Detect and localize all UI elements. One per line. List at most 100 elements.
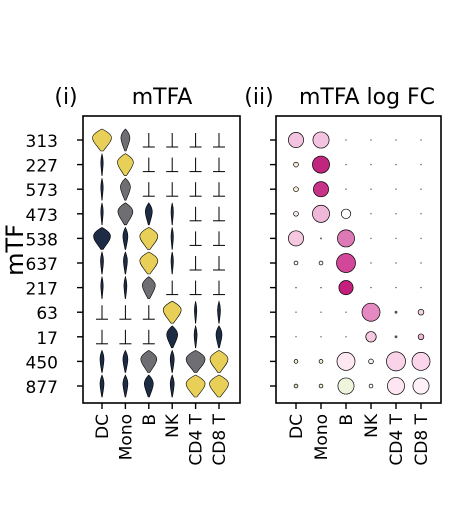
violin-mark <box>189 280 202 296</box>
dot-mark <box>361 302 381 322</box>
violin-plot-area <box>92 128 229 398</box>
dot-mark <box>412 377 430 395</box>
dot-mark <box>395 163 397 166</box>
panel-i-col-label-nk: NK <box>163 413 183 438</box>
violin-mark <box>122 349 129 373</box>
panel-ii-frame <box>275 115 442 404</box>
row-label-573: 573 <box>26 181 58 201</box>
dot-mark <box>420 163 422 166</box>
violin-mark <box>213 256 225 271</box>
violin-mark <box>194 301 198 324</box>
dot-mark <box>370 139 372 141</box>
dot-mark <box>420 188 422 190</box>
row-label-217: 217 <box>26 280 58 300</box>
dot-mark <box>337 229 355 248</box>
dot-mark <box>340 208 352 219</box>
violin-mark <box>213 157 225 173</box>
violin-mark <box>122 226 129 250</box>
violin-mark <box>100 202 104 226</box>
violin-mark <box>169 374 175 398</box>
dot-mark <box>336 253 356 273</box>
violin-mark <box>123 275 128 299</box>
violin-mark <box>213 206 225 222</box>
violin-mark <box>189 206 202 222</box>
violin-mark <box>139 227 159 250</box>
dot-mark <box>320 336 322 338</box>
violin-mark <box>166 325 179 349</box>
panel-i-col-label-mono: Mono <box>116 414 136 460</box>
dot-mark <box>420 237 422 240</box>
violin-mark <box>117 153 134 176</box>
violin-mark <box>142 182 155 197</box>
violin-mark <box>170 227 174 250</box>
violin-mark <box>189 157 202 173</box>
violin-mark <box>117 202 134 226</box>
y-axis-label: mTF <box>1 224 29 276</box>
violin-mark <box>100 276 104 299</box>
dot-mark <box>320 286 322 289</box>
violin-mark <box>215 325 223 349</box>
panel-ii-col-label-cd8-t: CD8 T <box>412 413 432 465</box>
violin-mark <box>100 178 104 201</box>
violin-mark <box>92 128 112 152</box>
violin-mark <box>185 374 206 398</box>
violin-mark <box>143 374 154 398</box>
dot-mark <box>320 237 322 240</box>
dot-mark <box>312 204 330 223</box>
dot-mark <box>295 311 297 313</box>
panel-i-col-label-cd8-t: CD8 T <box>210 413 230 465</box>
violin-mark <box>209 350 229 373</box>
dot-mark <box>337 377 355 395</box>
panel-i-title: mTFA <box>132 85 193 110</box>
violin-mark <box>142 157 155 173</box>
violin-mark <box>123 251 128 275</box>
dot-mark <box>320 311 322 313</box>
dot-mark <box>345 336 347 338</box>
violin-mark <box>96 329 108 345</box>
dot-mark <box>395 262 397 264</box>
violin-mark <box>166 182 179 197</box>
dot-mark <box>345 139 347 141</box>
violin-mark <box>170 202 174 226</box>
violin-mark <box>213 231 225 246</box>
dot-mark <box>370 188 372 190</box>
violin-mark <box>169 349 175 373</box>
dot-mark <box>370 286 372 289</box>
violin-mark <box>100 153 104 176</box>
dot-mark <box>312 131 330 149</box>
panel-ii-title: mTFA log FC <box>299 85 435 110</box>
violin-mark <box>120 177 131 201</box>
violin-mark <box>122 374 129 398</box>
dot-mark <box>417 333 425 340</box>
violin-mark <box>96 305 108 320</box>
violin-mark <box>213 182 225 197</box>
panel-i-frame <box>82 115 241 404</box>
violin-mark <box>189 231 202 246</box>
violin-mark <box>93 227 111 250</box>
dot-mark <box>370 213 372 215</box>
dot-mark <box>394 335 398 339</box>
violin-mark <box>142 305 155 320</box>
dot-mark <box>318 260 324 266</box>
dot-mark <box>420 286 422 289</box>
panel-i-col-label-dc: DC <box>93 414 113 439</box>
panel-ii-col-label-dc: DC <box>287 414 307 439</box>
violin-mark <box>119 305 132 320</box>
dot-mark <box>420 262 422 264</box>
row-label-877: 877 <box>26 378 58 398</box>
violin-mark <box>100 251 104 275</box>
panel-i-col-label-cd4-t: CD4 T <box>187 413 207 465</box>
dot-mark <box>387 377 405 395</box>
violin-mark <box>166 133 179 148</box>
violin-mark <box>213 280 225 296</box>
violin-mark <box>119 329 132 345</box>
dot-mark <box>293 186 299 192</box>
row-label-227: 227 <box>26 157 58 177</box>
dot-mark <box>293 211 299 217</box>
dot-mark <box>318 359 324 364</box>
dot-mark <box>386 351 406 372</box>
dot-mark <box>295 336 297 338</box>
violin-mark <box>99 349 105 373</box>
violin-mark <box>99 374 105 398</box>
